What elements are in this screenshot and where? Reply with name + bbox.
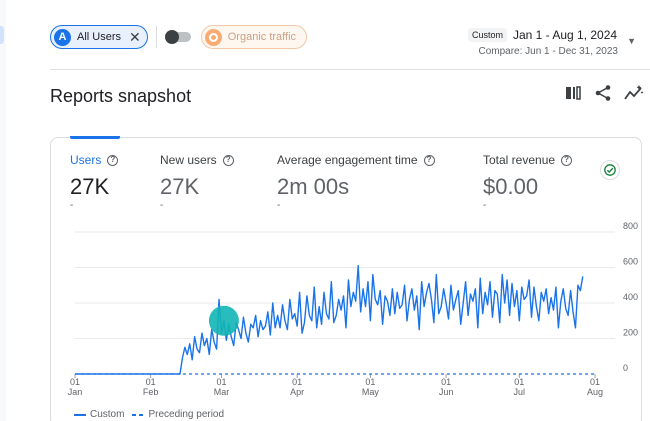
check-circle-icon[interactable] [600,160,620,180]
active-metric-indicator [70,136,120,139]
highlight-marker[interactable] [208,305,239,336]
y-tick-label: 800 [623,222,638,231]
legend-label-previous: Preceding period [148,409,225,420]
page-title: Reports snapshot [50,86,192,106]
metric-value: $0.00 [483,174,539,199]
legend-swatch-current [74,413,86,416]
comparison-chip[interactable]: Organic traffic [200,25,308,49]
chart-legend: Custom Preceding period [74,409,224,420]
chevron-down-icon[interactable]: ▼ [627,36,636,46]
x-tick-label: 01 [365,377,375,387]
x-tick-label: 01 [70,377,80,387]
audience-badge: A [54,28,71,46]
x-tick-label: Jan [68,387,83,397]
metric-label: New users [160,153,217,167]
help-icon[interactable]: ? [423,154,435,166]
help-icon[interactable]: ? [222,154,234,166]
y-tick-label: 0 [623,363,628,373]
series-line-custom [75,265,584,375]
x-tick-label: Jul [514,387,526,397]
share-icon[interactable] [594,84,612,102]
x-tick-label: Apr [290,387,304,397]
x-tick-label: 01 [216,377,226,387]
help-icon[interactable]: ? [561,154,573,166]
y-tick-label: 400 [623,292,638,302]
comparison-toggle[interactable] [164,30,193,44]
metric-value: 27K [160,174,200,199]
metric-label: Total revenue [483,153,556,167]
toggle-knob [164,30,179,44]
title-actions [564,84,644,102]
metric-total-revenue[interactable]: Total revenue? $0.00 - [483,153,573,211]
compare-columns-icon[interactable] [564,84,582,102]
x-tick-label: 01 [146,377,156,387]
metric-delta: - [277,200,281,211]
x-tick-label: 01 [441,377,451,387]
metric-value: 27K [70,174,110,199]
metric-delta: - [70,200,74,211]
metric-avg-engagement-time[interactable]: Average engagement time? 2m 00s - [277,153,435,211]
audience-chip-label: All Users [77,31,122,43]
metric-users[interactable]: Users? 27K - [70,153,119,211]
x-tick-label: 01 [590,377,600,387]
filter-divider [155,26,157,48]
audience-chip[interactable]: A All Users ✕ [50,25,148,49]
y-tick-label: 600 [623,257,638,267]
left-edge-panel [0,0,6,421]
users-line-chart: 020040060080001Jan01Feb01Mar01Apr01May01… [68,222,638,397]
filter-bar: A All Users ✕ Organic traffic [50,24,308,50]
date-range-picker[interactable]: Custom Jan 1 - Aug 1, 2024 ▼ Compare: Ju… [467,28,636,57]
comparison-circle-icon [204,28,222,46]
date-range-compare: Compare: Jun 1 - Dec 31, 2023 [478,46,618,57]
header-divider [50,69,650,70]
x-tick-label: 01 [514,377,524,387]
x-tick-label: 01 [292,377,302,387]
metric-new-users[interactable]: New users? 27K - [160,153,234,211]
y-tick-label: 200 [623,328,638,338]
date-range-main: Jan 1 - Aug 1, 2024 [512,28,618,42]
x-tick-label: May [362,387,380,397]
insights-icon[interactable] [624,84,644,102]
x-tick-label: Jun [439,387,454,397]
x-tick-label: Aug [587,387,603,397]
x-tick-label: Feb [143,387,159,397]
metric-delta: - [160,200,164,211]
metric-value: 2m 00s [277,174,350,199]
legend-label-current: Custom [90,409,125,420]
metric-delta: - [483,200,487,211]
close-icon[interactable]: ✕ [129,29,141,45]
comparison-chip-label: Organic traffic [227,31,297,43]
toggle-track [170,32,191,42]
help-icon[interactable]: ? [107,154,119,166]
legend-swatch-previous [132,413,145,416]
metric-label: Users [70,153,102,167]
date-range-tag: Custom [467,28,507,42]
left-edge-indicator [0,26,4,44]
x-tick-label: Mar [214,387,230,397]
metric-label: Average engagement time [277,153,418,167]
